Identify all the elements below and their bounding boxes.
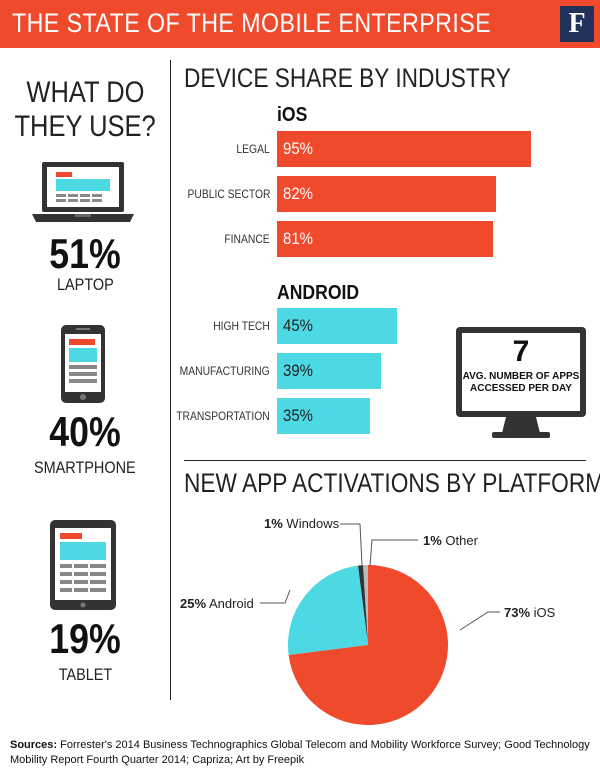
pie-label-windows: 1% Windows — [264, 516, 340, 531]
smartphone-label: SMARTPHONE — [34, 458, 136, 477]
bar-label-finance: FINANCE — [224, 232, 270, 246]
bar-label-transportation: TRANSPORTATION — [176, 409, 270, 423]
bar-legal — [277, 131, 531, 167]
bar-value-public-sector: 82% — [283, 184, 313, 203]
pie-slice-windows — [357, 565, 368, 645]
pie-slice-other — [362, 565, 368, 645]
sources-note: Sources: Forrester's 2014 Business Techn… — [10, 738, 590, 768]
avg-apps-text: AVG. NUMBER OF APPS ACCESSED PER DAY — [458, 371, 584, 395]
smartphone-icon — [61, 325, 105, 403]
forbes-logo: F — [560, 6, 594, 42]
bar-label-high-tech: HIGH TECH — [213, 319, 270, 333]
bar-transportation — [277, 398, 371, 434]
avg-apps-text-line2: ACCESSED PER DAY — [470, 383, 572, 394]
bar-value-manufacturing: 39% — [283, 361, 313, 380]
monitor-icon — [456, 327, 586, 438]
smartphone-percent: 40% — [49, 408, 121, 455]
pie-label-ios: 73% iOS — [504, 605, 556, 620]
pie-chart-title: NEW APP ACTIVATIONS BY PLATFORM — [184, 468, 600, 498]
bar-finance — [277, 221, 494, 257]
left-heading-line1: WHAT DO — [25, 76, 145, 109]
bar-value-legal: 95% — [283, 139, 313, 158]
laptop-percent: 51% — [49, 230, 121, 277]
laptop-icon — [32, 162, 134, 222]
tablet-icon — [50, 520, 116, 610]
bar-chart-title: DEVICE SHARE BY INDUSTRY — [184, 63, 511, 93]
group-title-ios: iOS — [277, 104, 308, 126]
group-title-android: ANDROID — [277, 282, 360, 304]
horizontal-divider — [184, 460, 586, 461]
header-banner: THE STATE OF THE MOBILE ENTERPRISE F — [0, 0, 600, 48]
left-heading: WHAT DO THEY USE? — [0, 76, 170, 144]
avg-apps-text-line1: AVG. NUMBER OF APPS — [462, 371, 580, 382]
bar-label-legal: LEGAL — [236, 142, 270, 156]
bar-public-sector — [277, 176, 496, 212]
pie-slice-ios — [288, 565, 449, 725]
bar-label-manufacturing: MANUFACTURING — [179, 364, 270, 378]
tablet-percent: 19% — [49, 615, 121, 662]
sources-text: Forrester's 2014 Business Technographics… — [10, 739, 590, 766]
sources-label: Sources: — [10, 739, 58, 751]
pie-label-android: 25% Android — [180, 596, 254, 611]
pie-slice-android — [287, 565, 368, 656]
avg-apps-number: 7 — [512, 335, 530, 368]
tablet-label: TABLET — [58, 665, 112, 684]
bar-manufacturing — [277, 353, 382, 389]
bar-label-public-sector: PUBLIC SECTOR — [187, 187, 270, 201]
bar-value-finance: 81% — [283, 229, 313, 248]
bar-high-tech — [277, 308, 398, 344]
left-heading-line2: THEY USE? — [14, 110, 156, 143]
bar-value-transportation: 35% — [283, 406, 313, 425]
laptop-label: LAPTOP — [56, 275, 114, 294]
bar-value-high-tech: 45% — [283, 316, 313, 335]
page-title: THE STATE OF THE MOBILE ENTERPRISE — [12, 8, 492, 38]
pie-label-other: 1% Other — [423, 533, 478, 548]
vertical-divider — [170, 60, 171, 700]
